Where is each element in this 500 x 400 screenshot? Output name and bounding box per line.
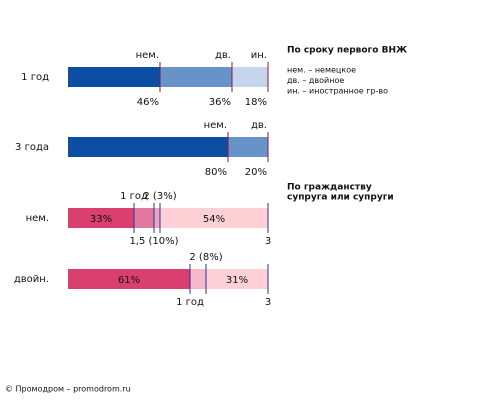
segment-name: 1,5 (10%) [129,236,178,247]
segment-name: нем. [136,50,159,61]
value-label: 20% [245,167,267,178]
value-label: 18% [245,97,267,108]
row-label: двойн. [14,274,49,285]
bar-segment [160,67,232,87]
bar-segment [134,208,154,228]
segment-name: ин. [251,50,267,61]
footer: © Промодром – promodrom.ru [5,385,131,394]
segment-name: нем. [204,120,227,131]
value-label: 33% [90,214,112,225]
bar-segment [68,208,134,228]
value-label: 46% [137,97,159,108]
segment-name: дв. [215,50,231,61]
value-label: 31% [226,275,248,286]
value-label: 80% [205,167,227,178]
legend-entry: нем. – немецкое [287,66,356,75]
legend-entry: ин. – иностранное гр-во [287,87,388,96]
bar-segment [190,269,206,289]
bar-segment [68,269,190,289]
value-label: 36% [209,97,231,108]
segment-name: 2 (8%) [189,252,222,263]
bar-segment [160,208,268,228]
group-title: супруга или супруги [287,193,394,203]
segment-name: 1 год [176,297,204,308]
value-label: 54% [203,214,225,225]
row-label: 1 год [21,72,49,83]
row-label: нем. [26,213,49,224]
value-label: 61% [118,275,140,286]
bar-segment [228,137,268,157]
segment-name: 3 [265,236,271,247]
bar-segment [154,208,160,228]
segment-name: 2 (3%) [143,191,176,202]
bar-segment [206,269,268,289]
bar-segment [68,137,228,157]
group-title: По сроку первого ВНЖ [287,46,407,56]
segment-name: 1 год [120,191,148,202]
segment-name: 3 [265,297,271,308]
group-title: По гражданству [287,183,372,193]
bar-segment [232,67,268,87]
bar-segment [68,67,160,87]
legend-entry: дв. – двойное [287,76,344,85]
row-label: 3 года [15,142,49,153]
segment-name: дв. [251,120,267,131]
